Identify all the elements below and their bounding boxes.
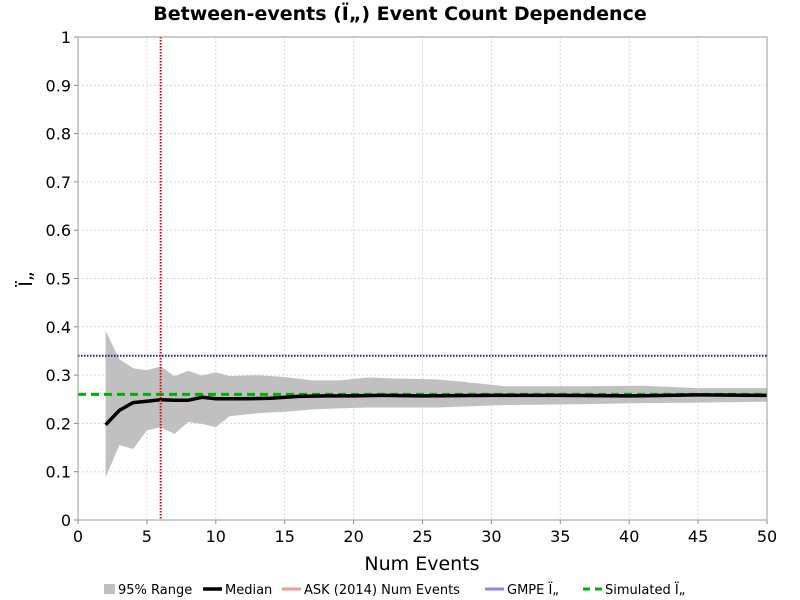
y-tick-label: 0.1 — [46, 463, 71, 482]
x-tick-label: 50 — [757, 527, 777, 546]
plot-frame — [77, 36, 768, 521]
x-tick-label: 40 — [619, 527, 639, 546]
y-tick-label: 0.9 — [46, 76, 71, 95]
median-line — [104, 393, 768, 427]
x-tick-label: 35 — [550, 527, 570, 546]
y-tick-label: 0.8 — [46, 125, 71, 144]
x-tick-label: 20 — [343, 527, 363, 546]
legend-label-simulated: Simulated Ï„ — [605, 582, 685, 598]
x-tick-label: 0 — [73, 527, 83, 546]
legend-label-ask: ASK (2014) Num Events — [304, 583, 460, 598]
x-tick-label: 15 — [275, 527, 295, 546]
y-tick-label: 0.5 — [46, 270, 71, 289]
x-tick-label: 25 — [412, 527, 432, 546]
x-tick-label: 10 — [206, 527, 226, 546]
range-band — [105, 330, 768, 478]
x-tick-label: 45 — [688, 527, 708, 546]
legend-label-gmpe: GMPE Ï„ — [507, 582, 559, 598]
y-tick-label: 0 — [61, 511, 71, 530]
y-tick-label: 1 — [61, 28, 71, 47]
y-tick-label: 0.2 — [46, 414, 71, 433]
x-tick-label: 30 — [481, 527, 501, 546]
y-axis-label: Ï„ — [14, 271, 37, 286]
legend: 95% Range Median ASK (2014) Num Events GMPE… — [104, 582, 685, 598]
x-axis-label: Num Events — [364, 553, 479, 575]
legend-swatch-range — [104, 584, 115, 594]
y-tick-label: 0.4 — [46, 318, 71, 337]
legend-label-median: Median — [225, 583, 272, 598]
y-tick-label: 0.6 — [46, 221, 71, 240]
y-tick-label: 0.3 — [46, 366, 71, 385]
plot-area: 0 5 10 15 20 25 30 35 40 45 50 0 0.1 0.2 0.3 0.4 0.5 0.6 0… — [46, 28, 778, 546]
y-tick-label: 0.7 — [46, 173, 71, 192]
chart-title: Between-events (Ï„) Event Count Dependen… — [153, 1, 646, 25]
legend-label-range: 95% Range — [118, 583, 192, 598]
x-tick-label: 5 — [142, 527, 152, 546]
